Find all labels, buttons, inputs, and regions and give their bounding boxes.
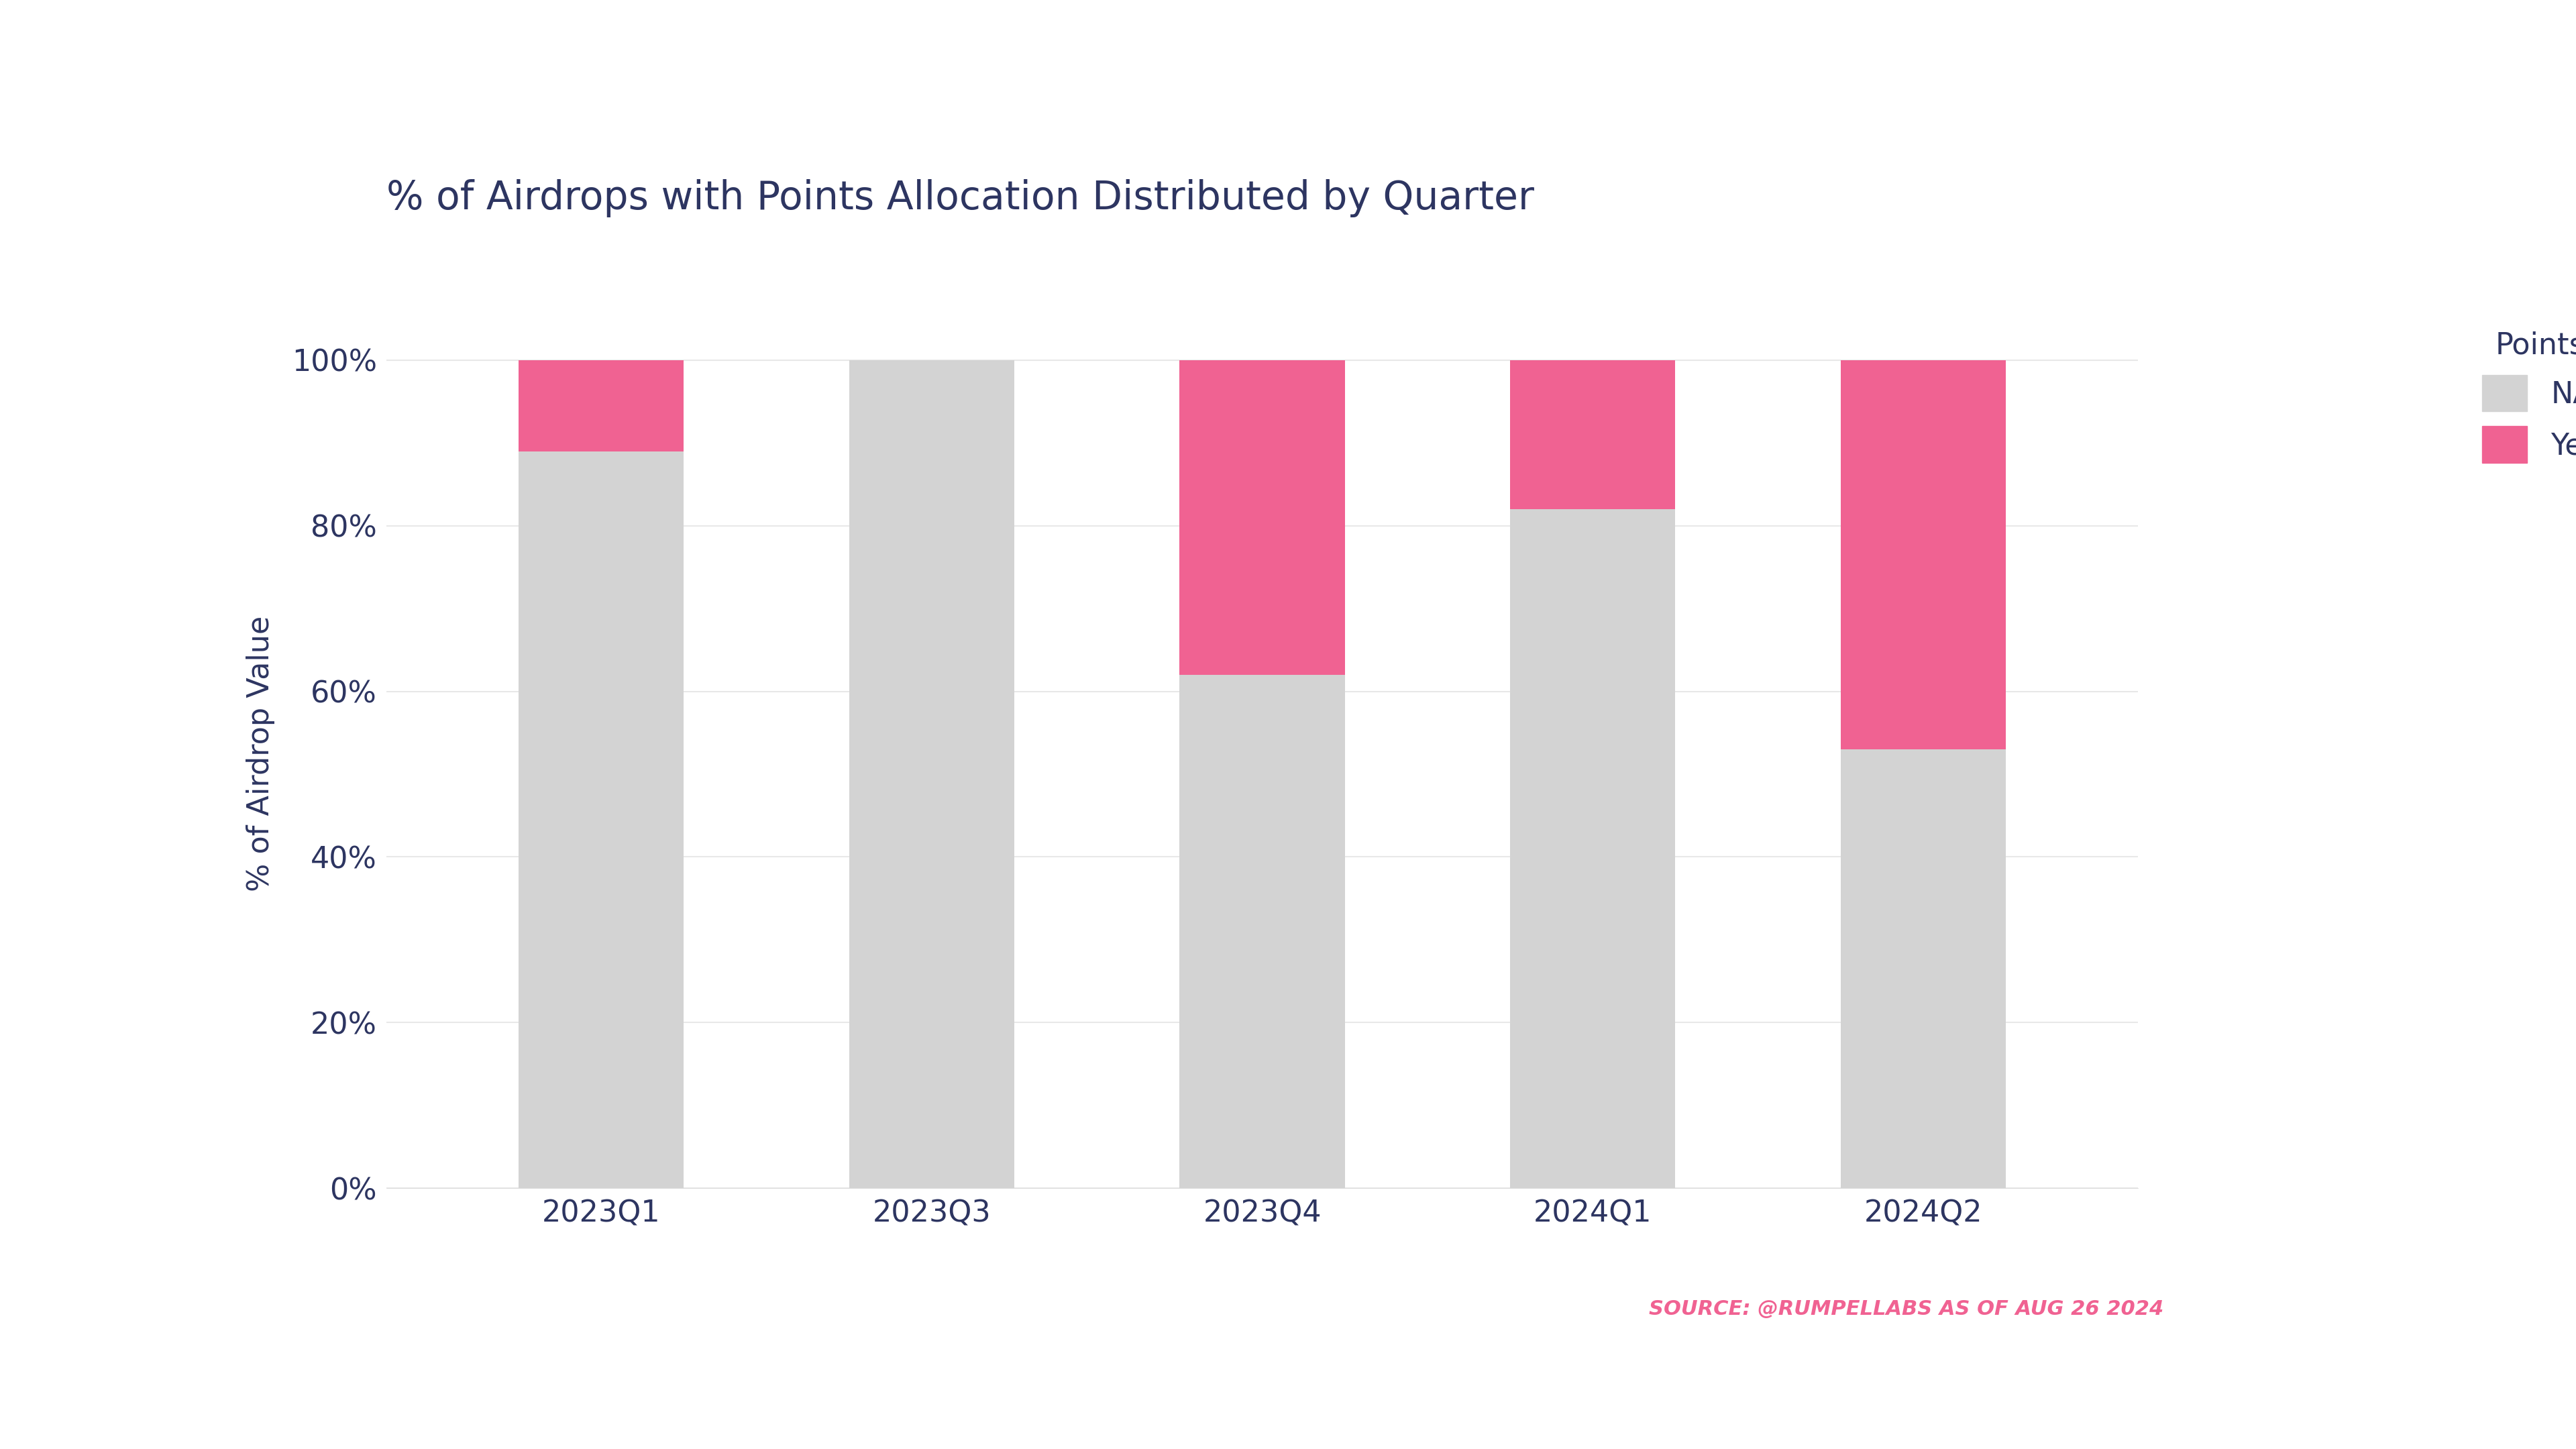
Bar <box>1510 509 1674 1188</box>
Bar <box>850 361 1015 1188</box>
Bar <box>1842 749 2007 1188</box>
Bar <box>1842 361 2007 749</box>
Bar <box>1180 675 1345 1188</box>
Text: % of Airdrops with Points Allocation Distributed by Quarter: % of Airdrops with Points Allocation Dis… <box>386 180 1535 217</box>
Bar <box>1180 361 1345 675</box>
Legend: NA, Yes: NA, Yes <box>2468 316 2576 478</box>
Bar <box>1510 361 1674 509</box>
Text: SOURCE: @RUMPELLABS AS OF AUG 26 2024: SOURCE: @RUMPELLABS AS OF AUG 26 2024 <box>1649 1300 2164 1319</box>
Y-axis label: % of Airdrop Value: % of Airdrop Value <box>247 616 276 891</box>
Bar <box>518 451 683 1188</box>
Bar <box>518 361 683 451</box>
